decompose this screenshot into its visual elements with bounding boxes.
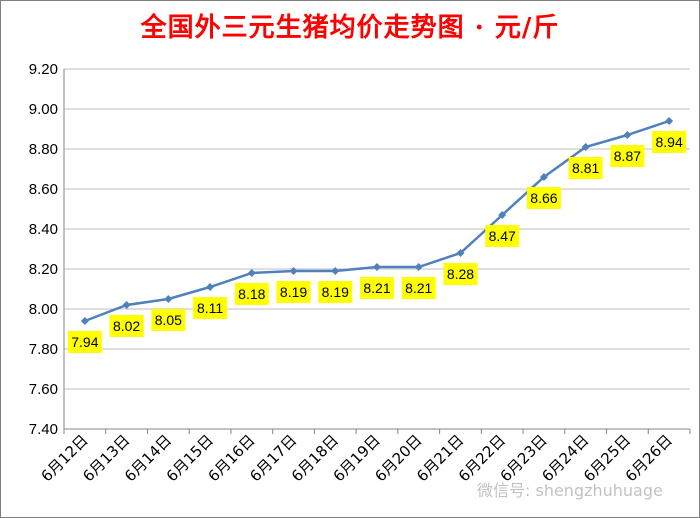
data-label-box <box>652 131 687 153</box>
data-point <box>498 211 507 219</box>
y-tick-label: 8.80 <box>29 141 58 158</box>
data-point <box>539 173 548 181</box>
data-label: 8.28 <box>447 266 474 282</box>
data-point <box>289 267 298 275</box>
y-tick-label: 7.60 <box>29 381 58 398</box>
data-label-box <box>193 297 228 319</box>
data-label-box <box>151 309 186 331</box>
data-label: 7.94 <box>71 334 98 350</box>
data-label: 8.94 <box>656 134 683 150</box>
data-label-box <box>610 145 645 167</box>
data-point <box>80 317 89 325</box>
data-label-box <box>234 283 269 305</box>
watermark: 微信号: shengzhuhuage <box>477 481 663 500</box>
chart-title: 全国外三元生猪均价走势图 · 元/斤 <box>140 13 560 43</box>
y-tick-label: 8.00 <box>29 301 58 318</box>
y-tick-label: 8.60 <box>29 181 58 198</box>
data-label-box <box>443 263 478 285</box>
data-point <box>122 301 131 309</box>
data-label: 8.19 <box>322 284 349 300</box>
y-tick-label: 7.40 <box>29 421 58 438</box>
data-label: 8.05 <box>155 312 182 328</box>
data-label: 8.11 <box>197 300 223 316</box>
data-point <box>247 269 256 277</box>
data-point <box>665 117 674 125</box>
data-label-box <box>568 157 603 179</box>
data-label-box <box>360 277 394 299</box>
y-tick-label: 8.40 <box>29 221 58 238</box>
data-label-box <box>485 225 520 247</box>
data-label-box <box>401 277 436 299</box>
data-label: 8.87 <box>614 148 641 164</box>
data-label: 8.21 <box>363 280 390 296</box>
data-point <box>623 131 632 139</box>
data-point <box>331 267 340 275</box>
data-point <box>206 283 215 291</box>
data-point <box>456 249 465 257</box>
data-label-box <box>109 315 144 337</box>
data-label: 8.19 <box>280 284 307 300</box>
data-point <box>581 143 590 151</box>
data-label-box <box>276 281 311 303</box>
data-point <box>164 295 173 303</box>
data-label: 8.18 <box>238 286 265 302</box>
data-label-box <box>526 187 561 209</box>
data-label-box <box>67 331 102 353</box>
y-tick-label: 8.20 <box>29 261 58 278</box>
data-label: 8.81 <box>572 160 599 176</box>
data-label: 8.02 <box>113 318 140 334</box>
data-label: 8.21 <box>405 280 432 296</box>
data-label-box <box>318 281 353 303</box>
data-label: 8.66 <box>530 190 557 206</box>
y-tick-label: 7.80 <box>29 341 58 358</box>
data-point <box>373 263 381 271</box>
y-tick-label: 9.00 <box>29 101 58 118</box>
data-point <box>414 263 423 271</box>
data-label: 8.47 <box>489 228 516 244</box>
y-tick-label: 9.20 <box>29 61 58 78</box>
